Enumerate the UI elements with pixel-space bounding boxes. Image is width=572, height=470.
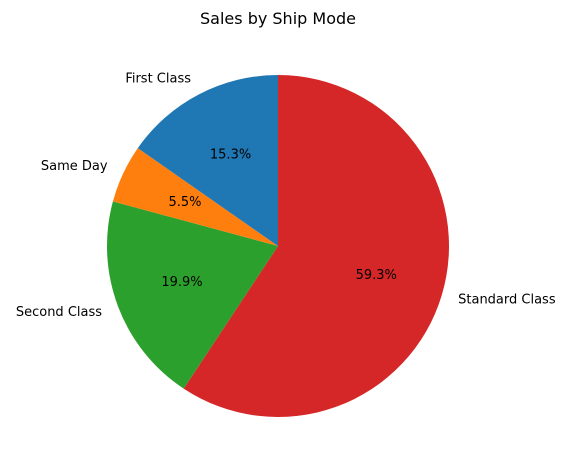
category-label-second-class: Second Class xyxy=(16,305,102,320)
pct-label-second-class: 19.9% xyxy=(161,275,202,290)
pct-label-same-day: 5.5% xyxy=(169,195,202,210)
pct-label-first-class: 15.3% xyxy=(210,148,251,163)
pie-slice-same-day xyxy=(112,148,278,246)
percentage-labels: 59.3% 19.9% 5.5% 15.3% xyxy=(161,148,397,290)
pie-slice-first-class xyxy=(137,75,278,246)
pie-slice-second-class xyxy=(107,201,278,389)
pie-slices xyxy=(107,75,449,418)
chart-title: Sales by Ship Mode xyxy=(200,9,356,28)
category-label-same-day: Same Day xyxy=(41,159,108,174)
category-label-first-class: First Class xyxy=(125,72,191,87)
category-labels: Standard Class Second Class Same Day First … xyxy=(16,72,556,320)
pct-label-standard-class: 59.3% xyxy=(356,268,397,283)
pie-slice-standard-class xyxy=(183,75,449,418)
category-label-standard-class: Standard Class xyxy=(458,293,556,308)
